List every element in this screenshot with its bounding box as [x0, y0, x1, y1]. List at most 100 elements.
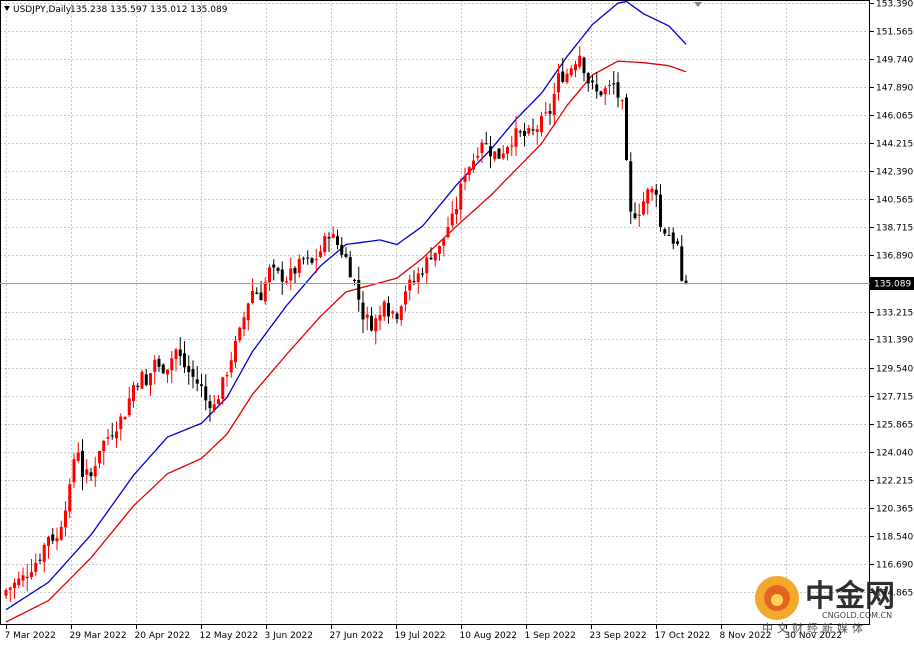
y-tick-label: 118.540	[876, 533, 913, 543]
y-tick-label: 131.390	[876, 336, 913, 346]
candle	[127, 386, 131, 418]
menu-triangle-icon[interactable]	[4, 6, 10, 11]
candle	[229, 352, 233, 378]
candle	[319, 245, 322, 259]
candle	[47, 535, 50, 559]
y-tick-label: 147.890	[876, 84, 913, 94]
candle	[8, 586, 12, 603]
y-tick-label: 140.565	[876, 196, 913, 206]
watermark-url: CNGOLD.COM.CN	[822, 611, 892, 620]
candle	[412, 270, 416, 286]
y-tick-label: 153.390	[876, 0, 913, 10]
candle	[416, 267, 420, 294]
candle	[289, 257, 293, 291]
candle	[650, 185, 654, 201]
y-tick-label: 151.565	[876, 28, 913, 38]
ma-fast-line	[5, 0, 687, 611]
x-tick-label: 10 Aug 2022	[460, 631, 518, 641]
candle	[472, 153, 475, 173]
candle	[365, 306, 369, 331]
x-tick-label: 20 Apr 2022	[135, 631, 191, 641]
candle	[161, 363, 165, 375]
candle	[183, 341, 186, 374]
candle	[586, 72, 590, 92]
candle	[38, 553, 42, 564]
price-axis: 153.390 151.565 149.740 147.890 146.065 144.2…	[870, 0, 913, 599]
candle	[221, 376, 225, 405]
candle	[30, 559, 33, 580]
candle	[476, 147, 480, 162]
candle	[625, 93, 628, 161]
x-tick-label: 8 Nov 2022	[720, 631, 772, 641]
candle	[544, 101, 548, 116]
candle	[208, 394, 212, 422]
shift-marker-icon[interactable]	[694, 2, 702, 7]
candle	[514, 116, 518, 156]
candle	[276, 266, 280, 274]
candle	[557, 63, 560, 101]
y-tick-label: 142.390	[876, 168, 913, 178]
candle	[429, 247, 433, 261]
candle	[272, 259, 276, 281]
candle	[569, 65, 573, 78]
candle	[357, 266, 361, 312]
y-tick-label: 122.215	[876, 477, 913, 487]
candle	[484, 131, 488, 145]
candle	[81, 439, 84, 491]
candle	[450, 200, 454, 229]
candle	[302, 256, 305, 265]
candle	[399, 304, 403, 326]
candle	[293, 266, 297, 284]
candle	[353, 278, 356, 286]
candle	[259, 280, 263, 301]
candle	[59, 520, 63, 541]
candle	[336, 229, 339, 250]
candle	[425, 254, 429, 284]
candle	[51, 528, 55, 544]
candle	[348, 250, 352, 278]
candle	[361, 291, 365, 334]
candle	[297, 254, 301, 278]
candle	[55, 527, 59, 551]
y-tick-label: 124.040	[876, 449, 913, 459]
candle	[493, 151, 497, 162]
last-price-label: 135.089	[874, 280, 911, 290]
candle	[25, 563, 29, 592]
candle	[378, 305, 382, 331]
candle	[42, 542, 46, 573]
candle	[455, 196, 458, 224]
candle	[548, 103, 552, 125]
candle	[442, 238, 446, 257]
y-tick-label: 138.715	[876, 224, 913, 234]
candle	[119, 413, 123, 441]
grid	[0, 0, 870, 625]
watermark: 中金网 CNGOLD.COM.CN 中文财经新媒体	[755, 576, 895, 635]
candle	[149, 373, 152, 396]
y-tick-label: 116.690	[876, 561, 913, 571]
candle	[620, 99, 624, 110]
candle	[523, 122, 526, 147]
candle	[659, 184, 662, 232]
candle	[85, 459, 89, 484]
candle	[123, 416, 127, 420]
candle	[310, 257, 314, 265]
candle	[327, 232, 331, 252]
candle	[263, 277, 267, 305]
candle	[340, 237, 344, 258]
candle	[170, 350, 174, 383]
y-tick-label: 125.865	[876, 421, 913, 431]
candle	[187, 355, 191, 385]
candle	[497, 148, 501, 160]
candle	[518, 129, 522, 137]
candle	[242, 311, 246, 337]
candle	[76, 442, 80, 463]
candle	[654, 183, 658, 208]
y-tick-label: 127.715	[876, 393, 913, 403]
candle	[110, 423, 114, 440]
candle	[552, 82, 556, 126]
x-tick-label: 12 May 2022	[200, 631, 259, 641]
y-tick-label: 129.540	[876, 365, 913, 375]
candle	[251, 278, 254, 305]
